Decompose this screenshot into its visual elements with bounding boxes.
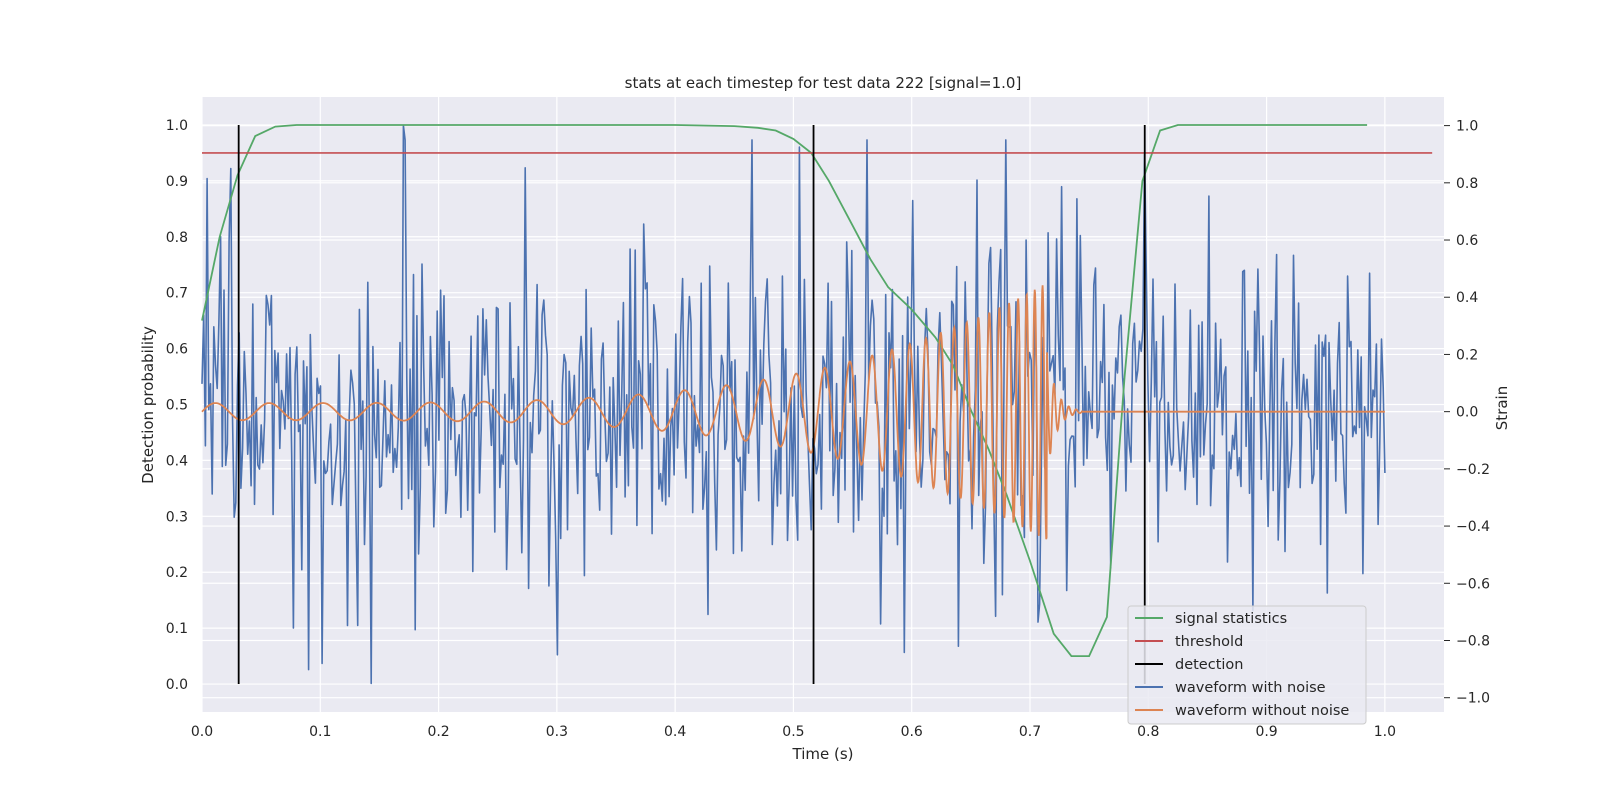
legend-label: waveform without noise (1175, 703, 1349, 719)
y-left-tick-label: 0.1 (166, 621, 188, 637)
x-tick-label: 0.5 (782, 724, 804, 740)
x-tick-label: 0.6 (901, 724, 923, 740)
y-left-tick-label: 0.9 (166, 174, 188, 190)
x-tick-label: 0.1 (309, 724, 331, 740)
y-axis-left-title: Detection probability (139, 326, 157, 484)
y-right-tick-label: 0.4 (1456, 290, 1478, 306)
legend-label: threshold (1175, 634, 1243, 650)
y-left-tick-label: 0.3 (166, 509, 188, 525)
y-left-tick-label: 0.2 (166, 565, 188, 581)
y-right-tick-label: 0.8 (1456, 176, 1478, 192)
x-tick-label: 1.0 (1374, 724, 1396, 740)
series-waveform-without-noise (201, 285, 1385, 540)
y-left-tick-label: 0.5 (166, 398, 188, 414)
legend-label: detection (1175, 657, 1243, 673)
y-left-tick-label: 0.6 (166, 342, 188, 358)
y-right-tick-label: −0.8 (1456, 633, 1490, 649)
legend-box (1127, 605, 1367, 725)
y-left-tick-label: 0.4 (166, 453, 188, 469)
y-left-tick-label: 0.7 (166, 286, 188, 302)
y-right-tick-label: −1.0 (1456, 691, 1490, 707)
y-left-tick-label: 1.0 (166, 118, 188, 134)
series-waveform-with-noise (201, 124, 1386, 685)
y-right-tick-label: 1.0 (1456, 119, 1478, 135)
y-right-tick-label: −0.6 (1456, 576, 1490, 592)
y-right-tick-label: −0.4 (1456, 519, 1490, 535)
tick-layer: 0.0 0.1 0.2 0.3 0.4 0.5 0.6 0.7 0.8 0.9 1.0 0.0 0.1 0… (166, 118, 1490, 740)
legend-label: waveform with noise (1175, 680, 1326, 696)
y-right-tick-label: 0.2 (1456, 347, 1478, 363)
y-right-tick-label: −0.2 (1456, 462, 1490, 478)
series-layer (201, 124, 1433, 685)
x-tick-label: 0.8 (1137, 724, 1159, 740)
y-left-tick-label: 0.8 (166, 230, 188, 246)
y-left-tick-label: 0.0 (166, 677, 188, 693)
x-tick-label: 0.2 (427, 724, 449, 740)
x-tick-label: 0.9 (1255, 724, 1277, 740)
series-signal-statistics (201, 124, 1368, 657)
x-tick-label: 0.4 (664, 724, 686, 740)
y-right-tick-label: 0.0 (1456, 405, 1478, 421)
legend-label: signal statistics (1175, 611, 1287, 627)
x-tick-label: 0.3 (546, 724, 568, 740)
legend: signal statistics threshold detection wavef… (1127, 605, 1367, 725)
y-axis-right-title: Strain (1493, 386, 1511, 430)
x-axis-title: Time (s) (792, 745, 854, 763)
chart-title: stats at each timestep for test data 222… (625, 74, 1022, 92)
y-right-tick-label: 0.6 (1456, 233, 1478, 249)
x-tick-label: 0.0 (191, 724, 213, 740)
x-tick-label: 0.7 (1019, 724, 1041, 740)
